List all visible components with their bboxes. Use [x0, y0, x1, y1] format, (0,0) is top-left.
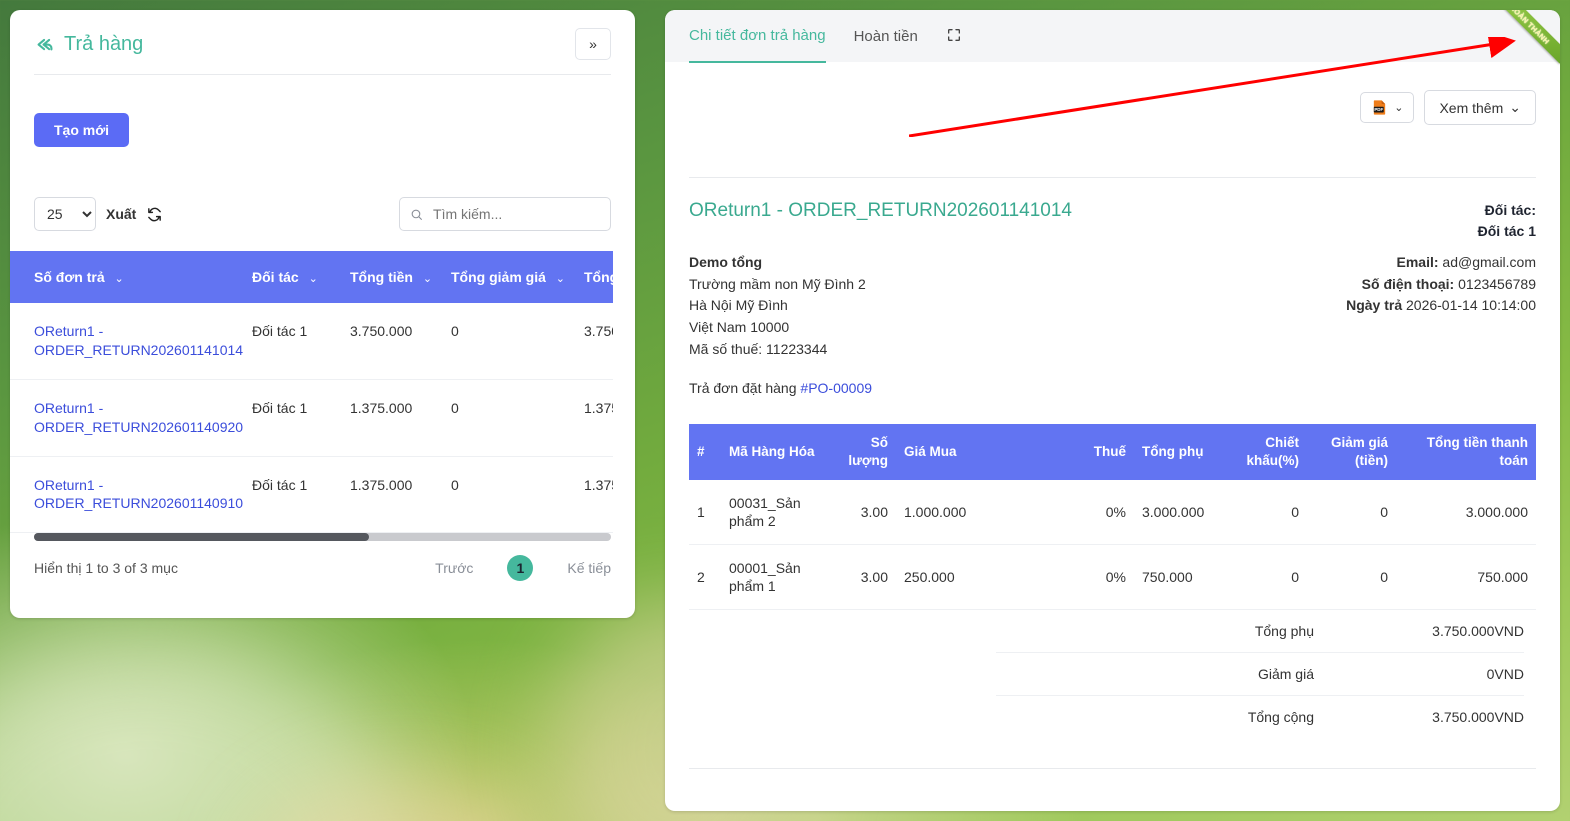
svg-text:PDF: PDF	[1375, 107, 1384, 112]
